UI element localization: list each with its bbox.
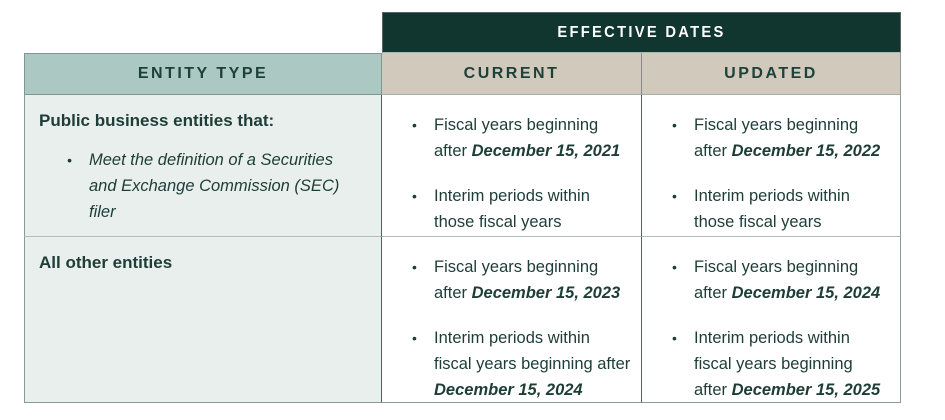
date-bullet-text: Interim periods within fiscal years begi… xyxy=(694,325,890,403)
table-row-1-updated-cell: • Fiscal years beginning after December … xyxy=(642,95,901,237)
bullet-icon: • xyxy=(412,330,417,346)
date-bullet-text: Fiscal years beginning after December 15… xyxy=(694,254,890,306)
entity-bullet-text: Meet the definition of a Securities and … xyxy=(89,151,340,221)
date-bullet-text: Interim periods within those fiscal year… xyxy=(434,183,631,235)
date-bullet-lead: Fiscal years beginning after xyxy=(694,116,859,160)
date-bullet-lead: Interim periods within those fiscal year… xyxy=(694,187,850,231)
date-bullet-lead: Fiscal years beginning after xyxy=(694,258,859,302)
list-item: • Meet the definition of a Securities an… xyxy=(63,147,365,225)
bullet-icon: • xyxy=(67,152,72,168)
updated-header-label: UPDATED xyxy=(724,64,818,82)
column-header-entity-type: ENTITY TYPE xyxy=(24,53,382,95)
effective-dates-banner: EFFECTIVE DATES xyxy=(382,12,901,53)
bullet-icon: • xyxy=(672,259,677,275)
date-bullet-lead: Interim periods within fiscal years begi… xyxy=(694,329,853,399)
table-row-1-current-cell: • Fiscal years beginning after December … xyxy=(382,95,642,237)
effective-date: December 15, 2024 xyxy=(434,381,583,399)
entity-intro-text: Public business entities that: xyxy=(39,111,275,130)
table-row-2-entity-cell: All other entities xyxy=(24,237,382,403)
bullet-icon: • xyxy=(412,259,417,275)
table-row-2-updated-cell: • Fiscal years beginning after December … xyxy=(642,237,901,403)
current-header-label: CURRENT xyxy=(463,64,560,82)
entity-intro-text: All other entities xyxy=(39,253,173,272)
date-bullet-text: Fiscal years beginning after December 15… xyxy=(434,112,631,164)
bullet-icon: • xyxy=(672,188,677,204)
effective-date: December 15, 2023 xyxy=(471,284,621,302)
column-header-updated: UPDATED xyxy=(642,53,901,95)
effective-date: December 15, 2025 xyxy=(731,381,881,399)
effective-date: December 15, 2021 xyxy=(471,142,621,160)
list-item: • Interim periods within fiscal years be… xyxy=(668,325,890,403)
entity-type-header-label: ENTITY TYPE xyxy=(137,65,269,82)
bullet-icon: • xyxy=(412,117,417,133)
date-bullet-text: Fiscal years beginning after December 15… xyxy=(694,112,890,164)
list-item: • Fiscal years beginning after December … xyxy=(668,112,890,164)
date-bullet-lead: Interim periods within fiscal years begi… xyxy=(434,329,631,373)
bullet-icon: • xyxy=(672,330,677,346)
effective-dates-table: EFFECTIVE DATES ENTITY TYPE CURRENT UPDA… xyxy=(24,12,901,403)
table-row-1-entity-cell: Public business entities that: • Meet th… xyxy=(24,95,382,261)
effective-dates-banner-label: EFFECTIVE DATES xyxy=(557,23,726,41)
date-bullet-text: Fiscal years beginning after December 15… xyxy=(434,254,631,306)
banner-spacer xyxy=(24,12,382,53)
effective-date: December 15, 2022 xyxy=(731,142,881,160)
date-bullet-lead: Fiscal years beginning after xyxy=(434,116,599,160)
date-bullet-text: Interim periods within those fiscal year… xyxy=(694,183,890,235)
list-item: • Interim periods within fiscal years be… xyxy=(408,325,631,403)
date-bullet-lead: Fiscal years beginning after xyxy=(434,258,599,302)
date-bullet-lead: Interim periods within those fiscal year… xyxy=(434,187,590,231)
bullet-icon: • xyxy=(412,188,417,204)
bullet-icon: • xyxy=(672,117,677,133)
list-item: • Interim periods within those fiscal ye… xyxy=(668,183,890,235)
list-item: • Interim periods within those fiscal ye… xyxy=(408,183,631,235)
column-header-current: CURRENT xyxy=(382,53,642,95)
list-item: • Fiscal years beginning after December … xyxy=(408,254,631,306)
effective-date: December 15, 2024 xyxy=(731,284,881,302)
table-row-2-current-cell: • Fiscal years beginning after December … xyxy=(382,237,642,403)
date-bullet-text: Interim periods within fiscal years begi… xyxy=(434,325,631,403)
list-item: • Fiscal years beginning after December … xyxy=(668,254,890,306)
list-item: • Fiscal years beginning after December … xyxy=(408,112,631,164)
